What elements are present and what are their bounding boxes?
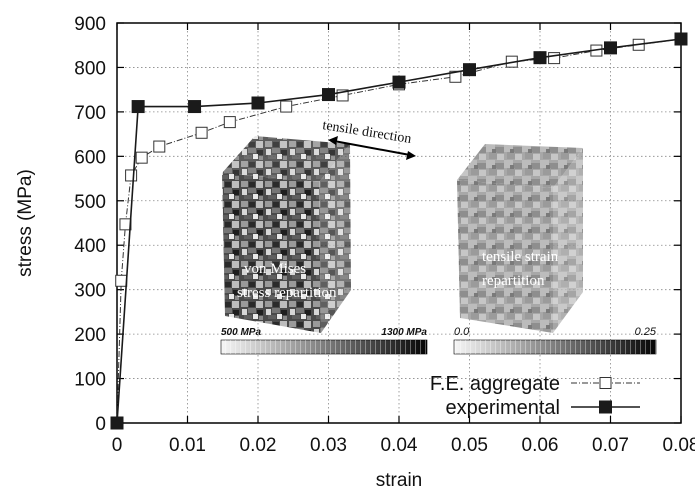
x-tick-label: 0 xyxy=(112,435,123,456)
fe-aggregate-point xyxy=(336,89,349,102)
experimental-point xyxy=(463,63,476,77)
fe-aggregate-point xyxy=(280,100,293,113)
fe-aggregate-point xyxy=(125,169,138,182)
y-tick-label: 900 xyxy=(74,14,106,35)
y-tick-label: 0 xyxy=(95,414,106,435)
axis-ticks: 0 0.01 0.02 0.03 0.04 0.05 0.06 0.07 0.08 0 100 200… xyxy=(74,14,695,456)
fe-aggregate-point xyxy=(135,151,148,164)
y-tick-label: 400 xyxy=(74,236,106,257)
inset-strain-cube: tensile strain repartition xyxy=(457,144,583,333)
legend-label-fe-aggregate: F.E. aggregate xyxy=(430,373,560,395)
y-tick-label: 200 xyxy=(74,325,106,346)
fe-aggregate-point xyxy=(223,116,236,129)
experimental-line xyxy=(116,38,682,424)
legend-marker-experimental xyxy=(599,400,612,414)
scale1-max-label: 1300 MPa xyxy=(381,327,427,338)
x-tick-label: 0.01 xyxy=(169,435,206,456)
x-tick-label: 0.03 xyxy=(310,435,347,456)
y-tick-label: 800 xyxy=(74,58,106,79)
cube2-label-line2: repartition xyxy=(482,273,545,289)
y-tick-label: 700 xyxy=(74,103,106,124)
inset-stress-cube: von Mises stress repartition xyxy=(222,136,351,333)
x-tick-label: 0.07 xyxy=(592,435,629,456)
x-tick-label: 0.02 xyxy=(240,435,277,456)
x-tick-label: 0.08 xyxy=(663,435,695,456)
arrow-head-right-icon xyxy=(406,151,416,160)
experimental-point xyxy=(322,88,335,102)
scale1-min-label: 500 MPa xyxy=(221,327,261,338)
x-tick-label: 0.06 xyxy=(522,435,559,456)
experimental-point xyxy=(533,51,547,65)
fe-aggregate-point xyxy=(153,140,166,153)
fe-aggregate-point xyxy=(115,274,128,287)
legend-label-experimental: experimental xyxy=(445,397,560,419)
experimental-point xyxy=(392,75,406,89)
cube1-label-line2: stress repartition xyxy=(237,285,337,301)
scale2-max-label: 0.25 xyxy=(635,326,657,338)
cube1-label-line1: von Mises xyxy=(244,261,306,277)
x-tick-label: 0.05 xyxy=(451,435,488,456)
experimental-point xyxy=(131,100,145,114)
scale2-min-label: 0.0 xyxy=(454,326,470,338)
fe-aggregate-point xyxy=(548,52,561,65)
y-tick-label: 300 xyxy=(74,281,106,302)
x-axis-label: strain xyxy=(376,470,422,491)
experimental-point xyxy=(110,416,124,430)
experimental-point xyxy=(188,100,202,114)
x-tick-label: 0.04 xyxy=(381,435,418,456)
y-tick-label: 100 xyxy=(74,370,106,391)
legend-marker-fe-aggregate xyxy=(599,377,612,389)
strain-color-scale: 0.0 0.25 xyxy=(453,326,657,355)
experimental-point xyxy=(604,41,617,55)
series-layer xyxy=(110,32,688,430)
experimental-point xyxy=(674,32,688,46)
y-axis-label: stress (MPa) xyxy=(15,169,36,277)
tensile-direction-arrow-line xyxy=(333,140,411,156)
arrow-head-left-icon xyxy=(328,136,338,145)
y-tick-label: 600 xyxy=(74,147,106,168)
fe-aggregate-point xyxy=(195,126,208,139)
experimental-point xyxy=(251,96,265,110)
plot-frame xyxy=(116,22,682,424)
stress-color-scale: 500 MPa 1300 MPa xyxy=(220,327,427,355)
fe-aggregate-point xyxy=(449,70,462,83)
y-tick-label: 500 xyxy=(74,192,106,213)
cube2-label-line1: tensile strain xyxy=(482,249,559,265)
